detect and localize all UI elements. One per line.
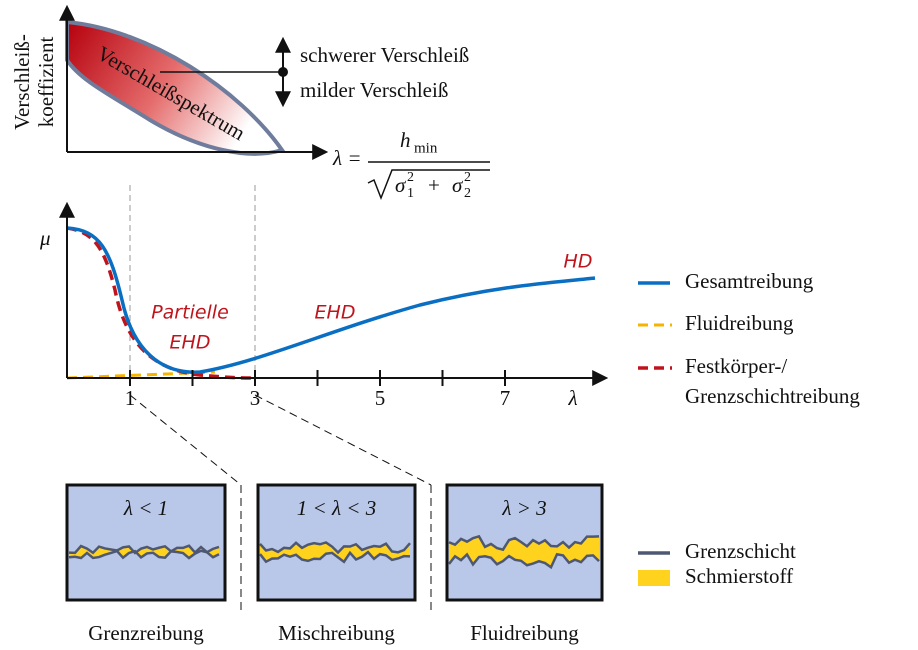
sub: 1 [407,186,414,201]
legend-label: Festkörper-/ [685,354,787,378]
sub: 2 [464,186,471,201]
region-label: Partielle [151,302,229,324]
formula: λ = h min σ 1 2 + σ 2 2 [332,128,490,201]
total-curve [67,228,595,372]
legend-label: Grenzschichtreibung [685,384,860,408]
numerator: h [400,128,411,152]
y-label: μ [39,226,51,250]
panel-condition: 1 < λ < 3 [297,496,376,520]
zoom-line [130,395,241,485]
legend: Gesamtreibung Fluidreibung Festkörper-/ … [638,269,860,588]
panel-label: Fluidreibung [470,621,579,645]
legend-label: Fluidreibung [685,311,794,335]
legend-label: Gesamtreibung [685,269,814,293]
plus: + [428,173,440,197]
legend-swatch [638,570,670,586]
region-label: EHD [170,332,211,354]
stribeck-chart: μ Partielle EHD EHD HD 1 3 5 7 λ [39,185,605,485]
legend-label: Grenzschicht [685,539,796,563]
legend-label: Schmierstoff [685,564,793,588]
region-label: HD [564,251,593,273]
x-tick-label: 5 [375,386,386,410]
panels: λ < 1 Grenzreibung 1 < λ < 3 Mischreibung λ … [67,485,602,645]
x-tick-label: 3 [250,386,261,410]
sigma: σ [452,173,464,197]
panel-condition: λ < 1 [123,496,168,520]
sup: 2 [464,170,471,185]
x-label: λ [567,386,577,410]
diagram: Verschleiß- koeffizient Verschleißspektr… [0,0,918,650]
upper-label: schwerer Verschleiß [300,43,469,67]
sup: 2 [407,170,414,185]
region-label: EHD [315,302,356,324]
y-label: Verschleiß- [10,34,34,130]
panel-label: Grenzreibung [88,621,204,645]
panel-condition: λ > 3 [501,496,546,520]
numerator-sub: min [414,140,438,156]
y-label: koeffizient [34,37,58,128]
sigma: σ [395,173,407,197]
formula-lhs: λ = [332,146,362,170]
x-tick-label: 7 [500,386,511,410]
lower-label: milder Verschleiß [300,78,448,102]
zoom-line [255,395,431,485]
panel-label: Mischreibung [278,621,395,645]
